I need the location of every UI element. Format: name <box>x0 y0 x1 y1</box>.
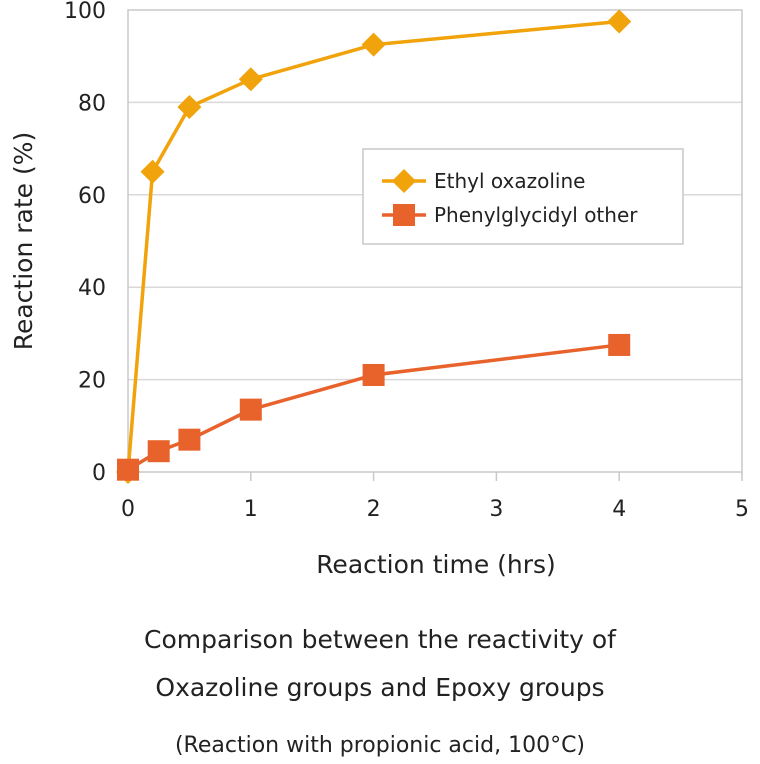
series-1-point <box>238 67 263 92</box>
x-tick-marks <box>127 472 743 481</box>
x-tick-label-5: 5 <box>735 497 749 522</box>
series-1-point <box>361 32 386 57</box>
legend-swatch-marker-1 <box>392 169 416 193</box>
series-1 <box>116 9 632 484</box>
legend-box <box>362 148 684 245</box>
series-2-point <box>362 363 385 386</box>
series-2-point <box>117 458 139 481</box>
y-tick-label-40: 40 <box>78 276 106 301</box>
series-2-line <box>127 343 620 472</box>
y-tick-label-20: 20 <box>78 369 106 394</box>
legend: Ethyl oxazoline Phenylglycidyl other <box>362 148 684 245</box>
y-tick-label-60: 60 <box>78 184 106 209</box>
x-axis-title: Reaction time (hrs) <box>316 550 556 579</box>
series-1-line <box>126 19 620 473</box>
y-tick-label-0: 0 <box>92 461 106 486</box>
reaction-rate-chart: 0 20 40 60 80 100 0 1 2 3 4 5 Reaction rate (%) Re… <box>9 0 749 579</box>
series-2-point <box>178 428 201 451</box>
y-tick-labels: 0 20 40 60 80 100 <box>64 0 106 486</box>
x-tick-label-0: 0 <box>121 497 135 522</box>
x-tick-labels: 0 1 2 3 4 5 <box>121 497 749 522</box>
series-2-point <box>239 398 262 421</box>
plot-frame <box>127 9 743 473</box>
caption-note: (Reaction with propionic acid, 100°C) <box>174 733 586 758</box>
legend-swatch-marker-2 <box>393 204 415 226</box>
series-2-point <box>608 333 631 356</box>
series-1-point <box>177 95 202 120</box>
legend-label-2: Phenylglycidyl other <box>434 203 638 227</box>
series-2-point <box>147 440 170 463</box>
y-axis-title: Reaction rate (%) <box>9 132 38 351</box>
legend-label-1: Ethyl oxazoline <box>434 169 585 193</box>
series-1-point <box>140 159 165 184</box>
series-lines <box>116 9 632 484</box>
x-tick-label-4: 4 <box>612 497 626 522</box>
series-1-point <box>607 9 632 34</box>
caption-line-2: Oxazoline groups and Epoxy groups <box>155 673 605 702</box>
y-tick-label-100: 100 <box>64 0 106 24</box>
caption-line-1: Comparison between the reactivity of <box>144 625 616 654</box>
x-tick-label-2: 2 <box>367 497 381 522</box>
x-tick-label-1: 1 <box>244 497 258 522</box>
y-tick-label-80: 80 <box>78 91 106 116</box>
series-2 <box>117 333 631 481</box>
x-tick-label-3: 3 <box>489 497 503 522</box>
